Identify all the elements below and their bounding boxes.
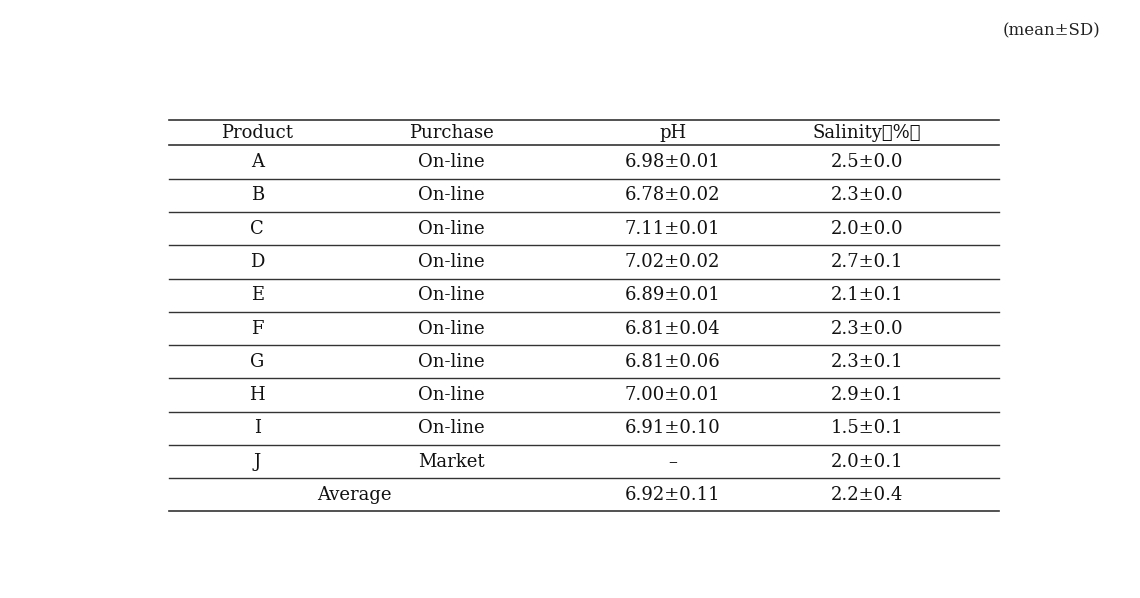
Text: Product: Product: [221, 124, 293, 142]
Text: 7.11±0.01: 7.11±0.01: [625, 219, 720, 237]
Text: 6.91±0.10: 6.91±0.10: [625, 419, 720, 437]
Text: I: I: [254, 419, 261, 437]
Text: H: H: [250, 386, 266, 404]
Text: 2.5±0.0: 2.5±0.0: [831, 153, 903, 171]
Text: 2.1±0.1: 2.1±0.1: [831, 286, 903, 304]
Text: Average: Average: [317, 486, 392, 504]
Text: 6.78±0.02: 6.78±0.02: [625, 187, 720, 205]
Text: E: E: [251, 286, 264, 304]
Text: G: G: [251, 353, 264, 371]
Text: J: J: [254, 453, 261, 471]
Text: D: D: [250, 253, 264, 271]
Text: 2.0±0.1: 2.0±0.1: [831, 453, 903, 471]
Text: 6.89±0.01: 6.89±0.01: [625, 286, 720, 304]
Text: 6.81±0.04: 6.81±0.04: [625, 319, 720, 337]
Text: On-line: On-line: [418, 219, 484, 237]
Text: 2.9±0.1: 2.9±0.1: [831, 386, 903, 404]
Text: 2.0±0.0: 2.0±0.0: [831, 219, 903, 237]
Text: 6.98±0.01: 6.98±0.01: [625, 153, 720, 171]
Text: –: –: [668, 453, 677, 471]
Text: 2.3±0.0: 2.3±0.0: [831, 187, 903, 205]
Text: On-line: On-line: [418, 319, 484, 337]
Text: On-line: On-line: [418, 286, 484, 304]
Text: On-line: On-line: [418, 153, 484, 171]
Text: 6.81±0.06: 6.81±0.06: [625, 353, 720, 371]
Text: On-line: On-line: [418, 353, 484, 371]
Text: pH: pH: [659, 124, 686, 142]
Text: Purchase: Purchase: [409, 124, 494, 142]
Text: A: A: [251, 153, 263, 171]
Text: On-line: On-line: [418, 419, 484, 437]
Text: 2.3±0.1: 2.3±0.1: [831, 353, 903, 371]
Text: (mean±SD): (mean±SD): [1002, 23, 1100, 39]
Text: F: F: [251, 319, 263, 337]
Text: C: C: [251, 219, 264, 237]
Text: 7.02±0.02: 7.02±0.02: [625, 253, 720, 271]
Text: 6.92±0.11: 6.92±0.11: [625, 486, 720, 504]
Text: 2.3±0.0: 2.3±0.0: [831, 319, 903, 337]
Text: B: B: [251, 187, 264, 205]
Text: Market: Market: [418, 453, 484, 471]
Text: 2.7±0.1: 2.7±0.1: [831, 253, 903, 271]
Text: 2.2±0.4: 2.2±0.4: [831, 486, 903, 504]
Text: On-line: On-line: [418, 187, 484, 205]
Text: 7.00±0.01: 7.00±0.01: [625, 386, 720, 404]
Text: Salinity（%）: Salinity（%）: [813, 124, 921, 142]
Text: On-line: On-line: [418, 253, 484, 271]
Text: On-line: On-line: [418, 386, 484, 404]
Text: 1.5±0.1: 1.5±0.1: [831, 419, 903, 437]
